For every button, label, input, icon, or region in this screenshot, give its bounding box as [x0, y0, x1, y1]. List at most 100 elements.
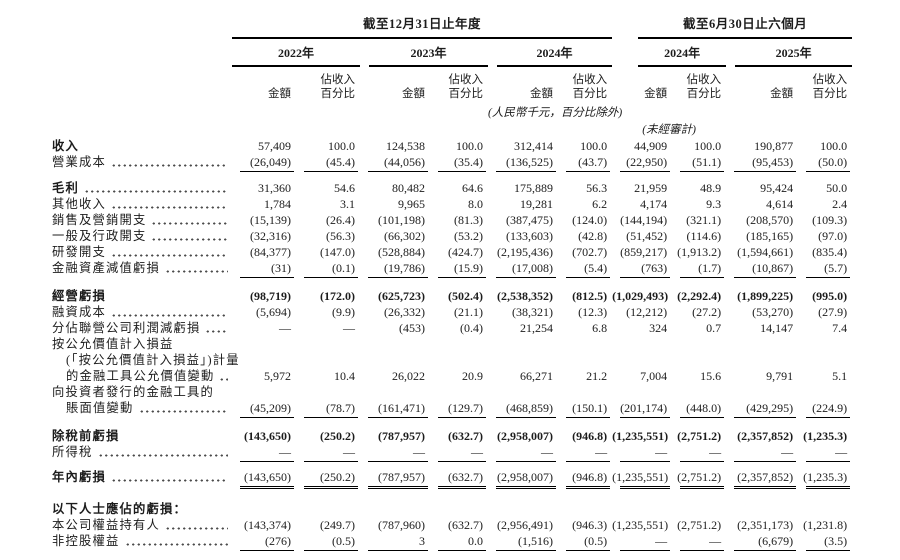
- cell-value: (10,867): [752, 261, 794, 275]
- cell-value: (53,270): [752, 305, 794, 319]
- cell-value: (143,374): [244, 518, 291, 532]
- cell-value: (44,056): [384, 155, 425, 169]
- cell-value: (27.9): [818, 305, 848, 319]
- column-header-row: 金額 佔收入 百分比 金額 佔收入 百分比 金額 佔收入 百分比 金額 佔收入 百分比 …: [268, 74, 848, 100]
- table-row: 的金融工具公允價值變動 5,972 10.4 26,022 20.9 66,271 21.2…: [52, 368, 852, 384]
- single-underline: [620, 417, 671, 418]
- cell-value: (224.9): [812, 401, 848, 415]
- cell-value: (147.0): [320, 245, 355, 259]
- single-rule-row: [52, 170, 852, 174]
- cell-value: —: [343, 321, 355, 335]
- cell-value: (26.4): [326, 213, 355, 227]
- cell-value: (50.0): [818, 155, 848, 169]
- cell-value: [558, 501, 612, 517]
- cell-value: (136,525): [506, 155, 553, 169]
- double-underline: [240, 486, 294, 489]
- cell-value: (51.1): [692, 155, 722, 169]
- col-header-amount: 金額: [644, 87, 668, 100]
- cell-value: (250.2): [320, 429, 355, 443]
- row-label: (「按公允價值計入損益」)計量: [66, 353, 240, 367]
- dotted-leader: [151, 222, 228, 226]
- cell-value: (321.1): [686, 213, 722, 227]
- single-underline: [304, 277, 358, 278]
- cell-value: 50.0: [826, 181, 848, 195]
- cell-value: (1.7): [698, 261, 722, 275]
- year-header-2022: 2022年: [232, 39, 360, 67]
- cell-value: [558, 336, 612, 352]
- single-underline: [496, 461, 556, 462]
- table-row: 本公司權益持有人 (143,374) (249.7) (787,960) (632.7)…: [52, 517, 852, 533]
- col-header-amount: 金額: [268, 87, 291, 100]
- table-row: 年內虧損 (143,650) (250.2) (787,957) (632.7) (2,9…: [52, 469, 852, 485]
- cell-value: [296, 384, 360, 400]
- cell-value: (2,751.2): [677, 470, 722, 484]
- cell-value: (66,302): [384, 229, 425, 243]
- cell-value: [296, 501, 360, 517]
- cell-value: (185,165): [746, 229, 794, 243]
- cell-value: 19,281: [520, 197, 553, 211]
- single-underline: [620, 550, 671, 551]
- cell-value: (1,235,551): [612, 518, 669, 532]
- cell-value: —: [471, 445, 483, 459]
- dotted-leader: [205, 330, 228, 334]
- table-row: 分佔聯營公司利潤減虧損 — — (453) (0.4) 21,254 6.8 324 0.7 14…: [52, 320, 852, 336]
- single-underline: [368, 277, 428, 278]
- cell-value: [726, 384, 798, 400]
- cell-value: (32,316): [250, 229, 291, 243]
- single-underline: [620, 461, 671, 462]
- cell-value: [798, 352, 852, 368]
- single-underline: [496, 171, 556, 172]
- cell-value: (38,321): [512, 305, 553, 319]
- cell-value: [232, 501, 296, 517]
- cell-value: (424.7): [448, 245, 483, 259]
- table-row: 以下人士應佔的虧損：: [52, 501, 852, 517]
- table-row: 金融資產減值虧損 (31) (0.1) (19,786) (15.9) (17,008) (…: [52, 260, 852, 276]
- cell-value: 5,972: [264, 369, 291, 383]
- single-underline: [240, 277, 294, 278]
- cell-value: (528,884): [378, 245, 425, 259]
- row-label: 賬面值變動: [66, 401, 134, 415]
- table-row: 研發開支 (84,377) (147.0) (528,884) (424.7) (2,19…: [52, 244, 852, 260]
- cell-value: [726, 352, 798, 368]
- table-row: 其他收入 1,784 3.1 9,965 8.0 19,281 6.2 4,174 9.3 4,6…: [52, 196, 852, 212]
- row-label: 非控股權益: [52, 534, 120, 548]
- dotted-leader: [111, 479, 228, 483]
- cell-value: 20.9: [462, 369, 483, 383]
- cell-value: (787,957): [378, 429, 425, 443]
- cell-value: —: [655, 445, 668, 459]
- cell-value: 44,909: [634, 139, 668, 153]
- cell-value: (702.7): [572, 245, 608, 259]
- table-row: 非控股權益 (276) (0.5) 3 0.0 (1,516) (0.5) — — (6,679)…: [52, 533, 852, 549]
- row-spacer: [52, 420, 852, 428]
- cell-value: [430, 336, 488, 352]
- cell-value: 31,360: [258, 181, 291, 195]
- col-header-amount: 金額: [770, 87, 794, 100]
- cell-value: [488, 384, 558, 400]
- cell-value: (1,235,551): [612, 470, 669, 484]
- dotted-leader: [219, 378, 228, 382]
- single-underline: [566, 171, 611, 172]
- cell-value: (1,235,551): [612, 429, 669, 443]
- cell-value: (502.4): [448, 289, 483, 303]
- year-header-2023: 2023年: [369, 39, 488, 67]
- cell-value: —: [541, 445, 553, 459]
- cell-value: [296, 352, 360, 368]
- cell-value: (22,950): [626, 155, 668, 169]
- cell-value: (172.0): [320, 289, 355, 303]
- cell-value: 100.0: [820, 139, 848, 153]
- cell-value: (17,008): [512, 261, 553, 275]
- cell-value: (2,751.2): [677, 518, 722, 532]
- cell-value: (453): [399, 321, 425, 335]
- year-header-2024-interim: 2024年: [638, 39, 727, 67]
- single-underline: [734, 277, 797, 278]
- cell-value: (2,357,852): [737, 470, 794, 484]
- row-label: 金融資產減值虧損: [52, 261, 160, 275]
- row-label: 所得稅: [52, 445, 93, 459]
- single-underline: [620, 171, 671, 172]
- cell-value: (101,198): [378, 213, 425, 227]
- cell-value: [672, 384, 726, 400]
- single-underline: [680, 550, 725, 551]
- table-row: (「按公允價值計入損益」)計量: [52, 352, 852, 368]
- row-label: 毛利: [52, 181, 79, 195]
- single-rule-row: [52, 460, 852, 464]
